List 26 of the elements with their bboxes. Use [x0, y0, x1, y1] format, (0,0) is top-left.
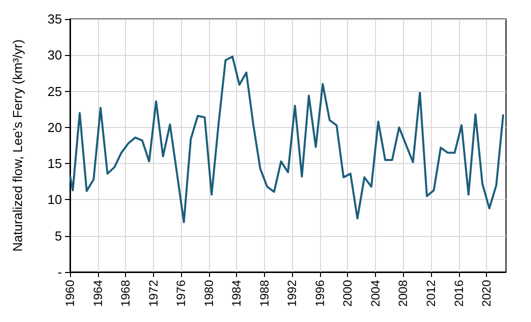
line-series — [69, 56, 504, 224]
x-tick-label: 2016 — [452, 280, 466, 307]
y-tick-label: 30 — [48, 48, 62, 63]
x-tick-label: 1988 — [257, 280, 272, 307]
x-tick-label: 1976 — [174, 280, 188, 307]
x-tick-label: 2008 — [396, 280, 410, 307]
y-tick-label: 20 — [48, 120, 62, 135]
y-axis-title: Naturalized flow, Lee’s Ferry (km³/yr) — [10, 39, 25, 252]
x-tick-label: 1972 — [146, 280, 160, 307]
x-tick-label: 1960 — [63, 280, 77, 307]
x-tick-label: 1992 — [285, 280, 300, 307]
y-tick-label: 5 — [54, 228, 62, 244]
x-tick-label: 1984 — [230, 280, 244, 307]
x-tick-label: 2004 — [368, 280, 382, 307]
x-tick-label: 2012 — [424, 280, 438, 307]
x-tick-label: 1980 — [202, 280, 216, 307]
y-tick-label: - — [58, 264, 62, 280]
y-tick-label: 10 — [48, 192, 62, 208]
x-tick-label: 2020 — [480, 280, 494, 307]
y-tick-label: 15 — [48, 156, 62, 172]
y-tick-label: 35 — [48, 12, 62, 26]
x-tick-label: 1968 — [118, 280, 133, 307]
y-tick-label: 25 — [48, 84, 62, 99]
x-tick-label: 1996 — [312, 280, 327, 307]
x-tick-label: 2000 — [340, 280, 355, 307]
x-tick-label: 1964 — [90, 280, 105, 307]
